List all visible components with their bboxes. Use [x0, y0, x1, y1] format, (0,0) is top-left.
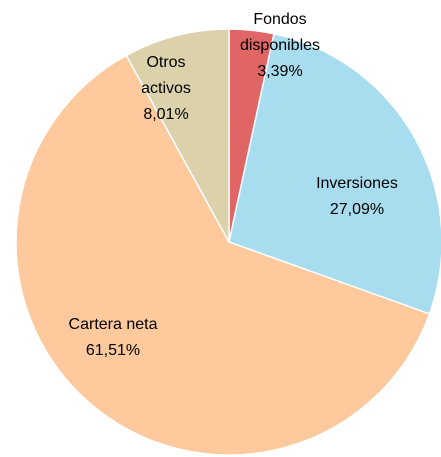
value-label: 8,01%	[143, 106, 189, 123]
pie-slice	[15, 54, 431, 456]
category-label: Otros activos	[141, 54, 191, 97]
slice-label: Fondos disponibles 3,39%	[228, 7, 333, 85]
value-label: 27,09%	[329, 201, 385, 218]
pie-slice	[228, 32, 441, 315]
category-label: Cartera neta	[68, 316, 158, 333]
value-label: 3,39%	[257, 63, 303, 80]
value-label: 61,51%	[85, 342, 141, 359]
slice-label: Inversiones 27,09%	[287, 171, 427, 223]
pie-slice	[125, 28, 230, 243]
category-label: Inversiones	[316, 175, 398, 192]
slice-label: Cartera neta 61,51%	[33, 312, 193, 364]
slice-label: Otros activos 8,01%	[135, 50, 197, 128]
category-label: Fondos disponibles	[239, 11, 321, 54]
